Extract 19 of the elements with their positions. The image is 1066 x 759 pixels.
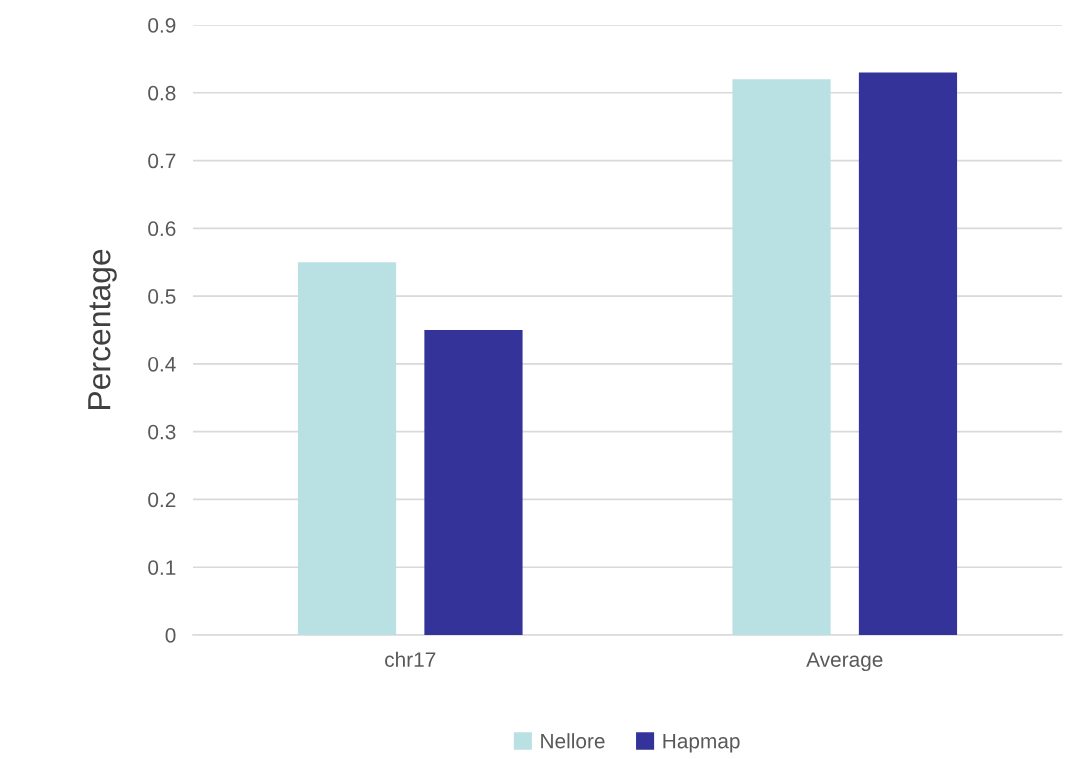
y-tick-label: 0.1: [148, 560, 176, 575]
y-tick-label: 0.3: [148, 424, 176, 440]
x-tick-label: chr17: [385, 651, 436, 667]
bar: [297, 262, 397, 635]
y-tick-label: 0.8: [148, 85, 176, 101]
bar: [858, 72, 958, 635]
y-tick-label: 0: [165, 628, 176, 643]
y-tick-label: 0.9: [148, 18, 176, 33]
y-tick-label: 0.2: [148, 492, 176, 508]
legend-label: Hapmap: [663, 733, 740, 753]
y-tick-label: 0.4: [148, 356, 176, 372]
bar: [732, 79, 831, 635]
legend-label: Nellore: [541, 733, 605, 749]
y-tick-label: 0.5: [148, 289, 176, 304]
y-axis-title: Percentage: [88, 249, 117, 410]
y-tick-label: 0.6: [148, 221, 176, 237]
x-tick-label: Average: [806, 652, 883, 672]
bar: [424, 330, 523, 635]
y-tick-label: 0.7: [148, 153, 176, 169]
